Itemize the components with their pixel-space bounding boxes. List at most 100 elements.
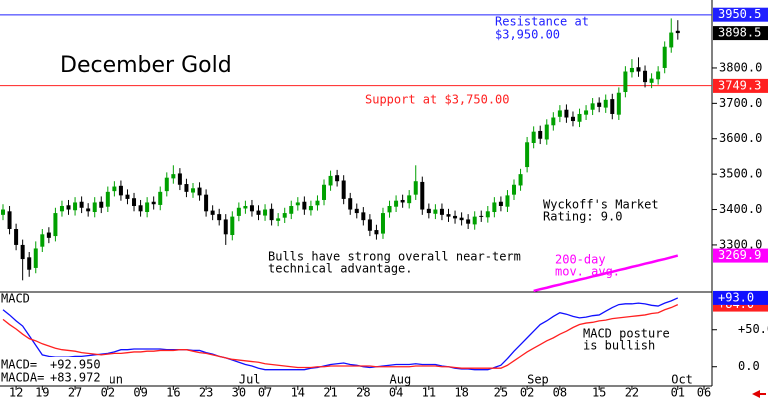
candle-body xyxy=(217,214,222,221)
moving-average xyxy=(533,254,679,292)
price-tag xyxy=(713,248,768,263)
candle-body xyxy=(505,195,510,207)
x-tick-label: 22 xyxy=(625,386,639,400)
candle-body xyxy=(367,219,372,231)
candle-body xyxy=(453,215,458,219)
candle-body xyxy=(46,232,51,238)
candle-body xyxy=(584,110,589,115)
candle-body xyxy=(86,208,91,212)
x-tick-label: 09 xyxy=(133,386,147,400)
candle-body xyxy=(73,202,78,211)
price-tag xyxy=(713,7,768,22)
x-tick-label: 12 xyxy=(9,386,23,400)
readout-value: +83.972 xyxy=(50,371,101,385)
candle-body xyxy=(190,188,195,193)
x-tick-label: 11 xyxy=(422,386,436,400)
x-tick-label: 30 xyxy=(232,386,246,400)
candle-body xyxy=(564,109,569,118)
price-tag-label: 3898.5 xyxy=(718,26,761,40)
candle-body xyxy=(263,209,268,216)
candle-body xyxy=(112,186,117,192)
y-tick-label: 3700.0 xyxy=(719,96,762,110)
candle-body xyxy=(223,219,228,235)
x-tick-label: 28 xyxy=(356,386,370,400)
candle-body xyxy=(544,124,549,140)
candle-body xyxy=(446,214,451,217)
price-panel xyxy=(0,14,712,292)
indicator-tag-label: +93.0 xyxy=(718,290,754,304)
price-tag-label: 3749.3 xyxy=(718,78,761,92)
candle-body xyxy=(538,130,543,139)
x-tick-label: 06 xyxy=(697,386,711,400)
candle-body xyxy=(570,116,575,122)
y-tick-label: 3600.0 xyxy=(719,131,762,145)
indicator-annotation: MACD posture xyxy=(583,327,670,341)
candle-body xyxy=(616,92,621,115)
candle-body xyxy=(125,194,130,199)
candle-body xyxy=(675,30,680,34)
price-tag-label: 3950.5 xyxy=(718,7,761,21)
indicator-annotation: is bullish xyxy=(583,339,655,353)
candle-body xyxy=(99,201,104,208)
x-tick-label: 21 xyxy=(323,386,337,400)
candle-body xyxy=(472,216,477,225)
y2-tick-label: 0.0 xyxy=(738,359,760,373)
candle-body xyxy=(636,67,641,72)
candle-body xyxy=(662,46,667,68)
month-label: Oct xyxy=(671,373,693,387)
candle-body xyxy=(413,181,418,195)
x-tick-label: 15 xyxy=(592,386,606,400)
x-tick-label: 02 xyxy=(520,386,534,400)
candle-body xyxy=(525,142,530,168)
x-tick-label: 25 xyxy=(494,386,508,400)
candle-body xyxy=(1,209,5,215)
candle-body xyxy=(289,205,294,214)
x-tick-label: 08 xyxy=(553,386,567,400)
y2-tick-label: +50.0 xyxy=(738,322,768,336)
candle-body xyxy=(249,205,254,212)
indicator-title: MACD xyxy=(1,292,30,306)
level-label: Resistance at xyxy=(495,15,589,29)
candle-body xyxy=(33,248,38,268)
candle-body xyxy=(374,230,379,235)
month-label: Jul xyxy=(239,373,261,387)
scroll-arrow xyxy=(752,390,760,398)
candle-body xyxy=(656,71,661,80)
month-label: Sep xyxy=(527,373,549,387)
candle-body xyxy=(92,202,97,213)
indicator-tag xyxy=(713,290,768,305)
x-tick-label: 02 xyxy=(101,386,115,400)
y-tick-label: 3400.0 xyxy=(719,202,762,216)
y-tick-label: 3800.0 xyxy=(719,60,762,74)
candle-body xyxy=(466,219,471,224)
candle-body xyxy=(400,199,405,203)
x-tick-label: 04 xyxy=(389,386,403,400)
candle-body xyxy=(40,234,45,247)
candle-body xyxy=(302,201,307,210)
candle-body xyxy=(282,213,287,218)
x-tick-label: 18 xyxy=(454,386,468,400)
candle-body xyxy=(629,67,634,73)
x-tick-label: 01 xyxy=(671,386,685,400)
candle-body xyxy=(66,205,71,210)
candle-body xyxy=(308,205,313,211)
candle-body xyxy=(348,198,353,210)
candle-body xyxy=(276,218,281,221)
x-tick-label: 27 xyxy=(68,386,82,400)
readout-box xyxy=(0,357,110,385)
readout-name: MACD= xyxy=(1,358,37,372)
chart-title: December Gold xyxy=(60,53,232,78)
indicator-line xyxy=(2,297,679,371)
candle-body xyxy=(171,174,176,179)
candle-body xyxy=(328,175,333,186)
candle-body xyxy=(132,198,137,206)
candle-body xyxy=(7,211,12,229)
price-tag-label: 3269.9 xyxy=(718,248,761,262)
candle-body xyxy=(27,257,32,270)
x-tick-label: 16 xyxy=(166,386,180,400)
readout-name: MACDA= xyxy=(1,371,44,385)
candle-body xyxy=(426,208,431,214)
candle-body xyxy=(669,32,674,48)
candle-body xyxy=(295,202,300,206)
